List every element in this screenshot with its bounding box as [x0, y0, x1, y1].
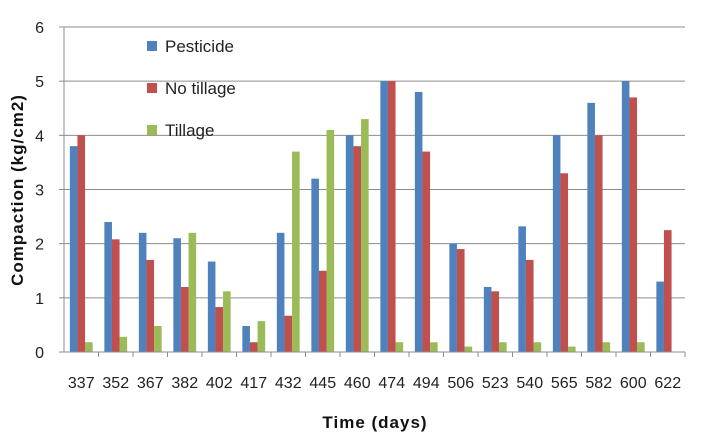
bar-pesticide-417	[242, 326, 250, 352]
x-tick-label: 417	[240, 375, 267, 392]
bar-pesticide-582	[587, 102, 595, 352]
bar-no-tillage-506	[456, 249, 465, 352]
legend: Pesticide No tillage Tillage	[147, 37, 236, 140]
bar-no-tillage-382	[180, 287, 189, 352]
y-tick-label: 3	[35, 183, 44, 200]
bar-pesticide-600	[621, 81, 630, 353]
x-tick-label: 565	[551, 375, 578, 392]
legend-swatch	[147, 41, 157, 51]
x-tick-label: 600	[620, 375, 647, 392]
y-tick-label: 4	[35, 128, 44, 145]
bar-tillage-337	[85, 342, 93, 352]
x-axis-label: Time (days)	[322, 413, 427, 432]
bar-tillage-523	[499, 342, 507, 352]
gridlines	[64, 26, 685, 299]
y-tick-labels: 0 1 2 3 4 5 6	[35, 20, 44, 362]
x-tick-label: 402	[206, 375, 233, 392]
bar-pesticide-622	[656, 281, 664, 352]
x-tick-label: 432	[275, 375, 302, 392]
bar-tillage-460	[361, 119, 369, 352]
bar-no-tillage-540	[525, 259, 534, 352]
bar-tillage-494	[430, 342, 438, 352]
bar-tillage-582	[602, 342, 611, 352]
legend-swatch	[147, 125, 157, 135]
bar-pesticide-540	[518, 226, 526, 352]
x-tick-label: 494	[413, 375, 440, 392]
bar-no-tillage-494	[422, 151, 431, 352]
x-tick-label: 382	[171, 375, 198, 392]
bar-no-tillage-565	[560, 173, 569, 352]
bar-tillage-565	[568, 346, 576, 352]
legend-label: No tillage	[165, 79, 236, 98]
bar-pesticide-445	[311, 178, 319, 352]
bar-tillage-382	[188, 232, 197, 352]
bar-pesticide-565	[552, 135, 561, 352]
y-tick-label: 5	[35, 74, 44, 91]
x-tick-label: 474	[378, 375, 405, 392]
x-tick-label: 622	[654, 375, 681, 392]
x-tick-labels: 337 352 367 382 402 417 432 445 460 474 494 506 523 5…	[68, 375, 681, 392]
bar-marks	[69, 81, 672, 353]
bar-tillage-352	[119, 336, 128, 352]
bar-tillage-474	[395, 342, 404, 352]
y-tick-label: 2	[35, 237, 44, 254]
x-tick-label: 506	[447, 375, 474, 392]
y-tick-label: 0	[35, 345, 44, 362]
bar-no-tillage-417	[249, 342, 258, 352]
bar-pesticide-402	[207, 261, 216, 352]
bar-tillage-540	[533, 342, 542, 352]
bar-pesticide-506	[449, 243, 457, 352]
bar-tillage-402	[223, 291, 231, 352]
bar-pesticide-352	[104, 222, 112, 352]
bar-no-tillage-367	[146, 259, 155, 352]
bar-tillage-417	[257, 321, 266, 353]
bar-pesticide-523	[483, 287, 492, 352]
legend-label: Tillage	[165, 121, 214, 140]
y-tick-label: 1	[35, 291, 44, 308]
bar-no-tillage-622	[663, 230, 672, 353]
bar-pesticide-460	[345, 135, 354, 352]
bar-no-tillage-337	[77, 135, 86, 352]
bar-no-tillage-352	[111, 239, 120, 352]
bar-tillage-506	[464, 346, 473, 352]
bar-tillage-600	[637, 342, 645, 352]
bar-tillage-367	[154, 326, 162, 352]
y-tick-label: 6	[35, 20, 44, 37]
bar-no-tillage-474	[387, 81, 396, 353]
bar-no-tillage-460	[353, 146, 362, 352]
bar-pesticide-382	[173, 238, 181, 352]
x-tick-label: 337	[68, 375, 95, 392]
bar-pesticide-367	[138, 232, 147, 352]
axes	[59, 26, 686, 357]
bar-pesticide-337	[69, 146, 78, 352]
y-axis-label: Compaction (kg/cm2)	[8, 94, 27, 286]
bar-no-tillage-582	[594, 135, 603, 352]
x-tick-label: 367	[137, 375, 164, 392]
x-tick-label: 445	[309, 375, 336, 392]
bar-pesticide-432	[276, 232, 285, 352]
bar-no-tillage-600	[629, 97, 638, 352]
bar-no-tillage-402	[215, 307, 224, 352]
bar-no-tillage-432	[284, 315, 293, 352]
legend-swatch	[147, 83, 157, 93]
bar-tillage-445	[326, 129, 335, 352]
bar-pesticide-494	[414, 92, 423, 352]
bar-no-tillage-523	[491, 291, 500, 352]
x-tick-label: 352	[102, 375, 129, 392]
x-tick-label: 523	[482, 375, 509, 392]
bar-no-tillage-445	[318, 270, 327, 352]
bar-tillage-432	[292, 151, 300, 352]
x-tick-label: 460	[344, 375, 371, 392]
x-tick-label: 582	[585, 375, 612, 392]
legend-label: Pesticide	[165, 37, 234, 56]
x-tick-label: 540	[516, 375, 543, 392]
bar-pesticide-474	[380, 81, 388, 353]
